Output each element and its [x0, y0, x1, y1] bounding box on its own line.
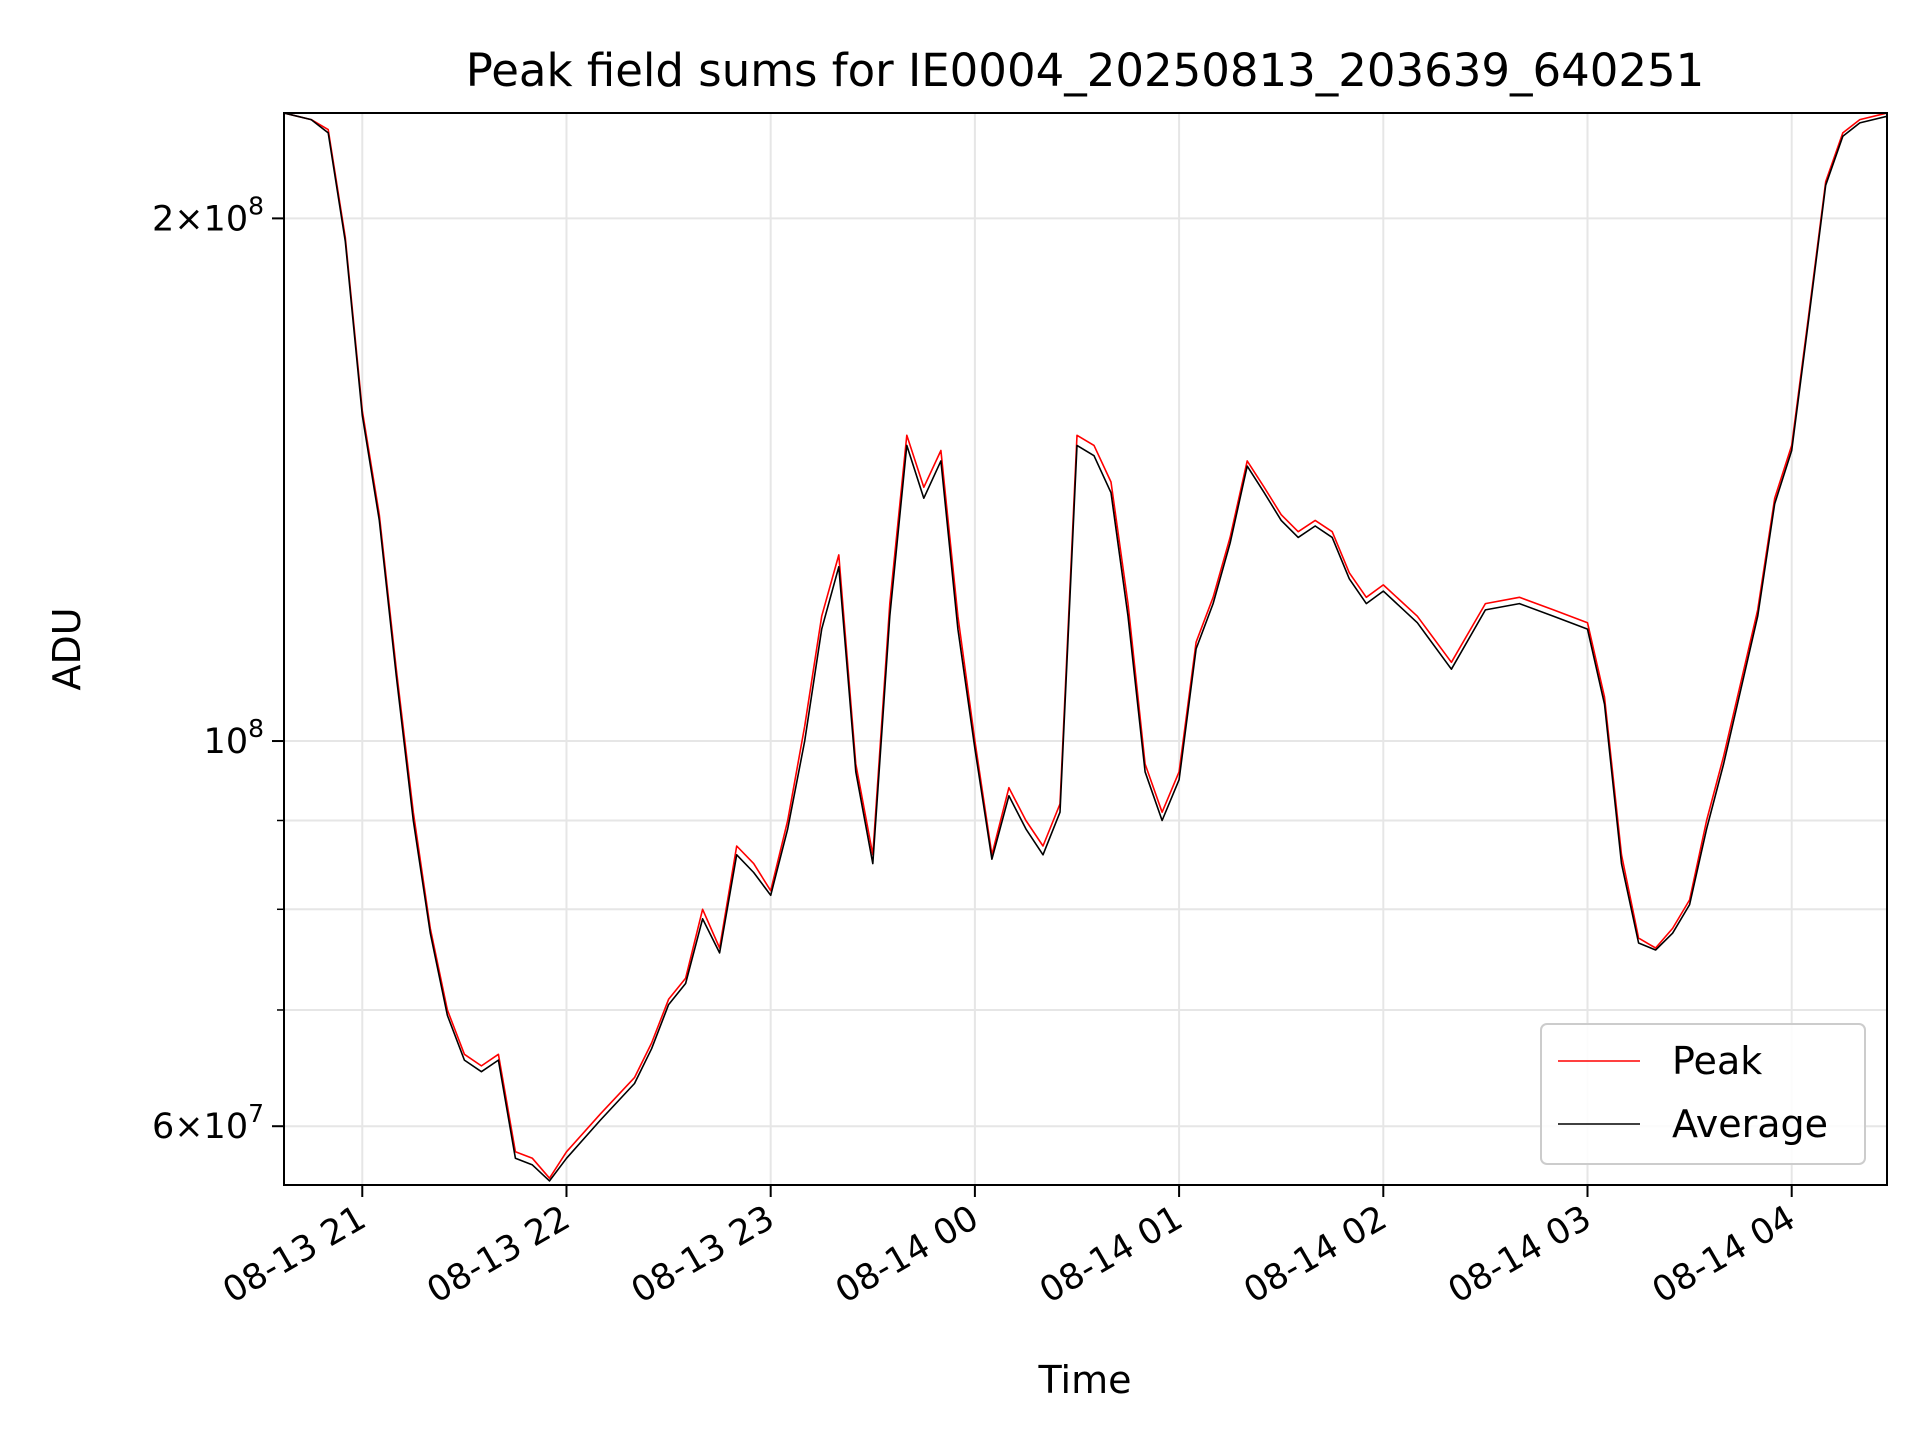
x-axis-label: Time	[1038, 1358, 1132, 1402]
legend-label-average: Average	[1672, 1102, 1828, 1146]
legend-label-peak: Peak	[1672, 1039, 1762, 1083]
plot-frame	[283, 112, 1888, 1186]
y-tick-label: 6×107	[152, 1099, 264, 1147]
legend: Peak Average	[1540, 1023, 1866, 1165]
series-layer	[284, 113, 1887, 1182]
y-tick-label: 2×108	[152, 191, 264, 239]
y-axis: 6×107 108 2×108	[152, 191, 284, 1147]
legend-box	[1540, 1023, 1866, 1165]
series-line-peak	[284, 113, 1887, 1179]
y-tick-label: 108	[204, 714, 264, 762]
chart-title: Peak field sums for IE0004_20250813_2036…	[466, 44, 1705, 97]
y-axis-label: ADU	[45, 607, 89, 690]
series-line-average	[284, 113, 1887, 1182]
grid-layer	[284, 113, 1887, 1185]
